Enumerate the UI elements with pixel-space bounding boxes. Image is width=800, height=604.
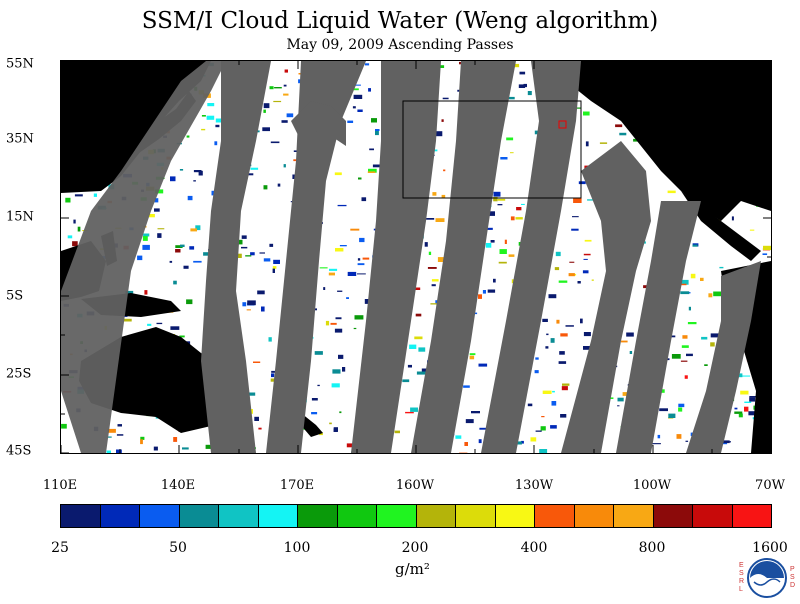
scale-label-25: 25 [51, 540, 69, 556]
lat-label-5s: 5S [6, 289, 23, 304]
lat-label-25s: 25S [6, 367, 31, 382]
scale-label-400: 400 [521, 540, 548, 556]
lon-label-70w: 70W [755, 478, 785, 493]
cloud-water-map [60, 60, 772, 454]
lon-label-140e: 140E [161, 478, 195, 493]
unit-label: g/m² [395, 560, 430, 578]
color-scale-segment [258, 505, 298, 527]
color-scale-segment [179, 505, 219, 527]
lon-label-160w: 160W [396, 478, 434, 493]
color-scale-segment [455, 505, 495, 527]
lat-label-35n: 35N [6, 132, 34, 147]
scale-label-1600: 1600 [752, 540, 788, 556]
map-canvas [61, 61, 771, 453]
color-scale-segment [613, 505, 653, 527]
lat-label-15n: 15N [6, 210, 34, 225]
color-scale-segment [100, 505, 140, 527]
lon-label-100w: 100W [633, 478, 671, 493]
color-scale-segment [139, 505, 179, 527]
color-scale-segment [534, 505, 574, 527]
scale-label-50: 50 [169, 540, 187, 556]
color-scale-segment [376, 505, 416, 527]
color-scale-segment [218, 505, 258, 527]
scale-label-200: 200 [402, 540, 429, 556]
color-scale-segment [692, 505, 732, 527]
lon-label-170e: 170E [280, 478, 314, 493]
noaa-emblem-icon [736, 556, 798, 600]
lat-label-45s: 45S [6, 444, 31, 459]
color-scale-segment [495, 505, 535, 527]
color-scale-segment [61, 505, 100, 527]
color-scale-segment [297, 505, 337, 527]
map-title: SSM/I Cloud Liquid Water (Weng algorithm… [0, 8, 800, 34]
scale-label-800: 800 [639, 540, 666, 556]
scale-label-100: 100 [284, 540, 311, 556]
lon-label-130w: 130W [515, 478, 553, 493]
lon-label-110e: 110E [43, 478, 77, 493]
color-scale-segment [337, 505, 377, 527]
color-scale-segment [416, 505, 456, 527]
lat-label-55n: 55N [6, 57, 34, 72]
color-scale-bar [60, 504, 772, 528]
color-scale-segment [732, 505, 772, 527]
color-scale-segment [574, 505, 614, 527]
color-scale-segment [653, 505, 693, 527]
map-subtitle: May 09, 2009 Ascending Passes [0, 37, 800, 53]
